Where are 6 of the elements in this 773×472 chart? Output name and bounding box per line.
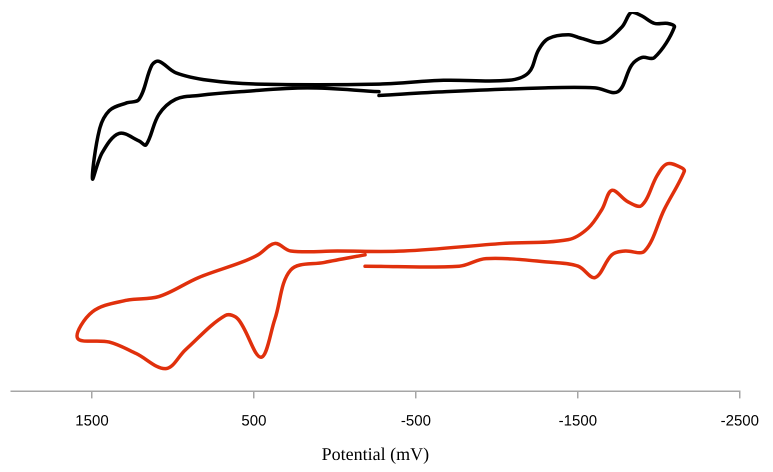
x-tick-label: -500 (400, 412, 431, 430)
x-tick-label: -2500 (720, 412, 760, 430)
x-tick-label: -1500 (558, 412, 598, 430)
x-tick-label: 500 (241, 412, 266, 430)
x-axis-title: Potential (mV) (322, 444, 430, 464)
x-tick-label: 1500 (75, 412, 109, 430)
